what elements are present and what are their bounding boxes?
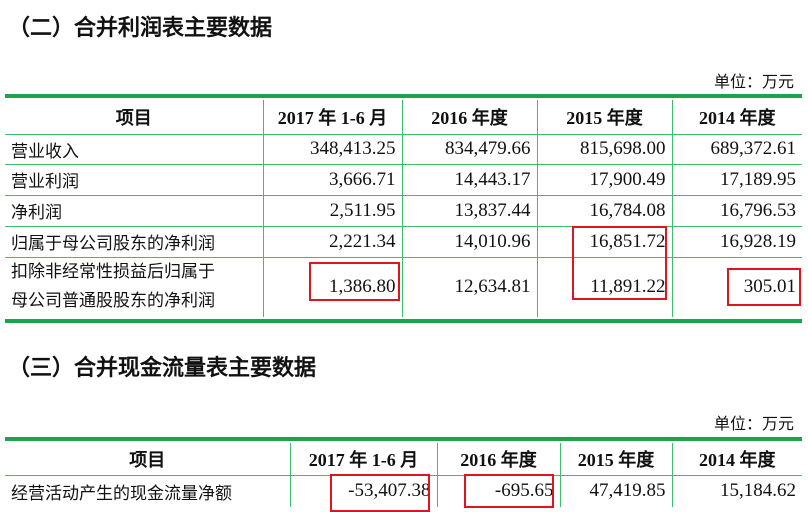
cell-value: 15,184.62 — [671, 474, 802, 507]
cell-value: 16,784.08 — [536, 194, 673, 227]
cell-value: 834,479.66 — [401, 133, 538, 165]
row-label: 营业收入 — [5, 133, 264, 165]
cell-value: 13,837.44 — [401, 194, 538, 227]
header-cell: 2017 年 1-6 月 — [262, 100, 403, 135]
header-cell: 2014 年度 — [671, 443, 802, 476]
table-row: 归属于母公司股东的净利润 2,221.34 14,010.96 16,851.7… — [5, 225, 802, 258]
table-row: 经营活动产生的现金流量净额 -53,407.38 -695.65 47,419.… — [5, 474, 802, 507]
income-table: 项目 2017 年 1-6 月 2016 年度 2015 年度 2014 年度 … — [5, 94, 802, 323]
table-row: 营业利润 3,666.71 14,443.17 17,900.49 17,189… — [5, 163, 802, 196]
header-cell: 项目 — [5, 100, 264, 135]
table-row: 营业收入 348,413.25 834,479.66 815,698.00 68… — [5, 133, 802, 165]
table-header-row: 项目 2017 年 1-6 月 2016 年度 2015 年度 2014 年度 — [5, 443, 802, 476]
header-cell: 2015 年度 — [536, 100, 673, 135]
row-label-line: 母公司普通股股东的净利润 — [11, 291, 215, 312]
section2-unit: 单位：万元 — [713, 414, 794, 433]
header-cell: 2015 年度 — [559, 443, 673, 476]
highlight-box — [330, 474, 430, 512]
table-row: 净利润 2,511.95 13,837.44 16,784.08 16,796.… — [5, 194, 802, 227]
cell-value: 689,372.61 — [671, 133, 802, 165]
header-cell: 项目 — [5, 443, 291, 476]
cell-value: 14,443.17 — [401, 163, 538, 196]
row-label: 营业利润 — [5, 163, 264, 196]
highlight-box — [572, 226, 667, 300]
row-label-line: 扣除非经常性损益后归属于 — [11, 262, 215, 283]
highlight-box — [309, 262, 400, 301]
cell-value: 17,189.95 — [671, 163, 802, 196]
cell-value: 16,851.72 — [536, 225, 673, 258]
row-label: 归属于母公司股东的净利润 — [5, 225, 264, 258]
cell-value: 47,419.85 — [559, 474, 673, 507]
header-cell: 2016 年度 — [401, 100, 538, 135]
cell-value: 11,891.22 — [536, 256, 673, 317]
cell-value: 305.01 — [671, 256, 802, 317]
section2-title: （三）合并现金流量表主要数据 — [8, 356, 317, 381]
header-cell: 2017 年 1-6 月 — [289, 443, 438, 476]
cell-value: 815,698.00 — [536, 133, 673, 165]
cell-value: 16,796.53 — [671, 194, 802, 227]
cell-value: 16,928.19 — [671, 225, 802, 258]
cell-value: 2,511.95 — [262, 194, 403, 227]
section1-unit: 单位：万元 — [713, 72, 794, 91]
cell-value: 348,413.25 — [262, 133, 403, 165]
cell-value: 17,900.49 — [536, 163, 673, 196]
highlight-box — [727, 268, 801, 306]
cell-value: 3,666.71 — [262, 163, 403, 196]
cell-value: 14,010.96 — [401, 225, 538, 258]
cell-value: -695.65 — [436, 474, 561, 507]
row-label: 净利润 — [5, 194, 264, 227]
row-label: 经营活动产生的现金流量净额 — [5, 474, 291, 507]
table-header-row: 项目 2017 年 1-6 月 2016 年度 2015 年度 2014 年度 — [5, 100, 802, 135]
row-label: 扣除非经常性损益后归属于 母公司普通股股东的净利润 — [5, 256, 264, 317]
cashflow-table: 项目 2017 年 1-6 月 2016 年度 2015 年度 2014 年度 … — [5, 437, 802, 507]
cell-value: 12,634.81 — [401, 256, 538, 317]
cell-value: 2,221.34 — [262, 225, 403, 258]
table-row: 扣除非经常性损益后归属于 母公司普通股股东的净利润 1,386.80 12,63… — [5, 256, 802, 317]
header-cell: 2014 年度 — [671, 100, 802, 135]
highlight-box — [464, 474, 554, 508]
cell-value: 1,386.80 — [262, 256, 403, 317]
section1-title: （二）合并利润表主要数据 — [8, 16, 273, 41]
header-cell: 2016 年度 — [436, 443, 561, 476]
